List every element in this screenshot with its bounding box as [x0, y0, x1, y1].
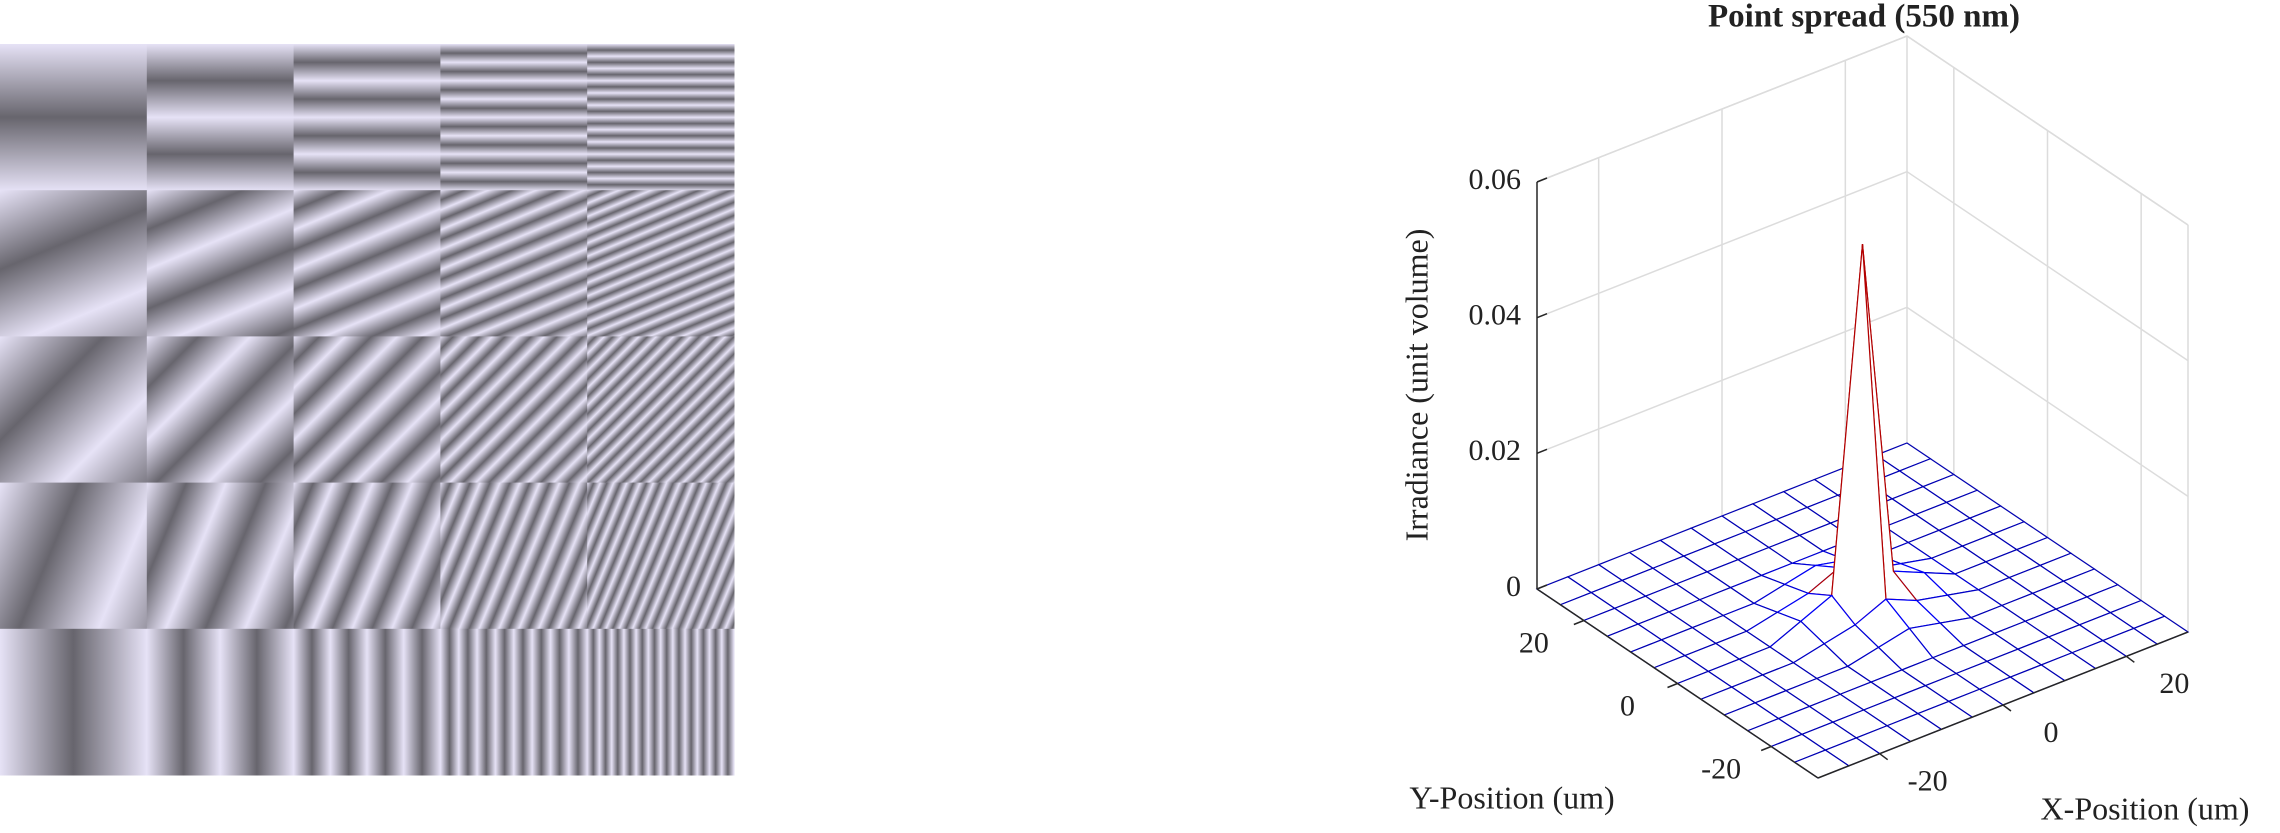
- grating-cell: [146, 482, 295, 630]
- grating-cell: [293, 190, 441, 337]
- grating-cell: [0, 190, 148, 337]
- tick-mark: [1536, 584, 1548, 590]
- grating-cell: [0, 482, 148, 630]
- tick-mark: [1879, 753, 1889, 761]
- z-tick-label: 0: [1506, 570, 1521, 603]
- z-tick-label: 0.06: [1469, 163, 1522, 196]
- x-tick-label: 0: [2044, 716, 2059, 749]
- grating-cell: [0, 44, 148, 191]
- surface-plot: Point spread (550 nm) Irradiance (unit v…: [1398, 0, 2249, 826]
- chart-title: Point spread (550 nm): [1708, 0, 2020, 35]
- grating-cell: [146, 190, 295, 337]
- tick-mark: [1760, 745, 1772, 752]
- grating-cell: [440, 482, 588, 630]
- y-tick-label: -20: [1701, 752, 1741, 785]
- grating-cell: [293, 336, 441, 484]
- grating-cell: [587, 482, 735, 630]
- grating-cell: [440, 44, 588, 191]
- z-tick-label: 0.04: [1469, 299, 1522, 332]
- grating-cell: [587, 190, 735, 337]
- grating-cell: [440, 628, 588, 776]
- grating-cell: [146, 44, 295, 191]
- x-tick-label: -20: [1908, 765, 1948, 798]
- tick-mark: [1536, 312, 1548, 319]
- grid-line: [1536, 306, 2189, 497]
- grating-cell: [587, 336, 735, 484]
- y-axis-label: Y-Position (um): [1409, 779, 1614, 815]
- grating-cell: [293, 44, 441, 191]
- tick-mark: [1536, 448, 1548, 455]
- tick-mark: [2125, 655, 2135, 663]
- y-tick-label: 20: [1519, 626, 1549, 659]
- grating-cell: [0, 628, 148, 776]
- grating-cell: [293, 628, 441, 776]
- x-axis-label: X-Position (um): [2041, 790, 2250, 826]
- tick-mark: [1536, 177, 1548, 183]
- z-tick-label: 0.02: [1469, 434, 1522, 467]
- x-tick-label: 20: [2159, 667, 2189, 700]
- tick-mark: [2002, 704, 2012, 712]
- grating-cell: [0, 336, 148, 484]
- grating-cell: [587, 628, 735, 776]
- tick-mark: [1667, 682, 1678, 689]
- tick-mark: [1573, 619, 1585, 626]
- y-tick-label: 0: [1620, 689, 1635, 722]
- grating-cell: [146, 628, 295, 776]
- grating-cell: [146, 336, 295, 484]
- grating-cell: [440, 190, 588, 337]
- grating-cell: [440, 336, 588, 484]
- grating-panel: [0, 44, 735, 776]
- grating-cell: [587, 44, 735, 191]
- z-axis-label: Irradiance (unit volume): [1398, 229, 1434, 542]
- grid-line: [1536, 35, 2189, 226]
- grid-line: [1536, 170, 2189, 362]
- grating-cell: [293, 482, 441, 630]
